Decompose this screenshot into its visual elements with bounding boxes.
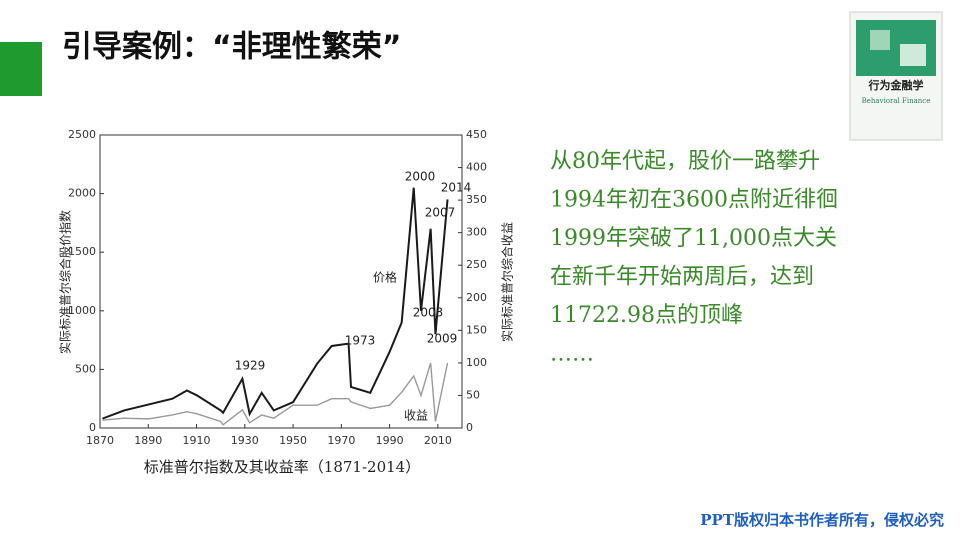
y-tick-label: 1000 bbox=[68, 304, 96, 317]
y2-tick-label: 150 bbox=[466, 323, 487, 336]
y2-tick-label: 450 bbox=[466, 128, 487, 141]
y2-tick-label: 400 bbox=[466, 161, 487, 174]
y-tick-label: 0 bbox=[89, 421, 96, 434]
book-subtitle: Behavioral Finance bbox=[862, 97, 931, 105]
annotation: 2003 bbox=[413, 306, 444, 320]
y2-tick-label: 200 bbox=[466, 291, 487, 304]
footer: PPT版权归本书作者所有，侵权必究 bbox=[700, 511, 944, 529]
annotation: 2007 bbox=[425, 206, 456, 220]
book-cover: 行为金融学 Behavioral Finance bbox=[849, 11, 943, 141]
annotation: 2014 bbox=[441, 181, 472, 195]
annotation: 1929 bbox=[235, 359, 266, 373]
series-label: 价格 bbox=[373, 270, 397, 285]
body-text: 在新千年开始两周后，达到 bbox=[550, 265, 814, 290]
series-line bbox=[102, 362, 449, 426]
annotation: 2009 bbox=[427, 332, 458, 346]
y-tick-label: 500 bbox=[75, 362, 96, 375]
body-text: 1999年突破了11,000点大关 bbox=[550, 226, 837, 251]
plot-frame bbox=[99, 134, 463, 429]
book-title: 行为金融学 bbox=[868, 78, 924, 92]
x-tick-label: 2010 bbox=[424, 434, 452, 447]
body-text: 1994年初在3600点附近徘徊 bbox=[550, 188, 838, 213]
body-text: …… bbox=[550, 342, 594, 367]
body-text: 从80年代起，股价一路攀升 bbox=[550, 149, 820, 174]
series-label: 收益 bbox=[404, 409, 428, 423]
y2-axis-label: 实际标准普尔综合收益 bbox=[500, 222, 515, 342]
x-tick-label: 1890 bbox=[134, 434, 162, 447]
x-tick-label: 1990 bbox=[376, 434, 404, 447]
y-tick-label: 1500 bbox=[68, 245, 96, 258]
x-tick-label: 1930 bbox=[231, 434, 259, 447]
body-text: 11722.98点的顶峰 bbox=[550, 303, 743, 328]
y2-tick-label: 250 bbox=[466, 258, 487, 271]
y-axis-label: 实际标准普尔综合股价指数 bbox=[58, 210, 73, 354]
y-tick-label: 2500 bbox=[68, 128, 96, 141]
y2-tick-label: 350 bbox=[466, 193, 487, 206]
x-tick-label: 1910 bbox=[183, 434, 211, 447]
x-tick-label: 1950 bbox=[279, 434, 307, 447]
y2-tick-label: 50 bbox=[466, 388, 480, 401]
slide-title: 引导案例：“非理性繁荣” bbox=[62, 30, 401, 65]
y2-tick-label: 0 bbox=[466, 421, 473, 434]
annotation: 1973 bbox=[345, 334, 376, 348]
x-tick-label: 1970 bbox=[327, 434, 355, 447]
x-tick-label: 1870 bbox=[86, 434, 114, 447]
y-tick-label: 2000 bbox=[68, 187, 96, 200]
y2-tick-label: 300 bbox=[466, 226, 487, 239]
y2-tick-label: 100 bbox=[466, 356, 487, 369]
chart-caption: 标准普尔指数及其收益率（1871-2014） bbox=[144, 458, 420, 476]
series-line bbox=[102, 187, 449, 420]
annotation: 2000 bbox=[405, 170, 436, 184]
title-marker bbox=[0, 42, 42, 96]
